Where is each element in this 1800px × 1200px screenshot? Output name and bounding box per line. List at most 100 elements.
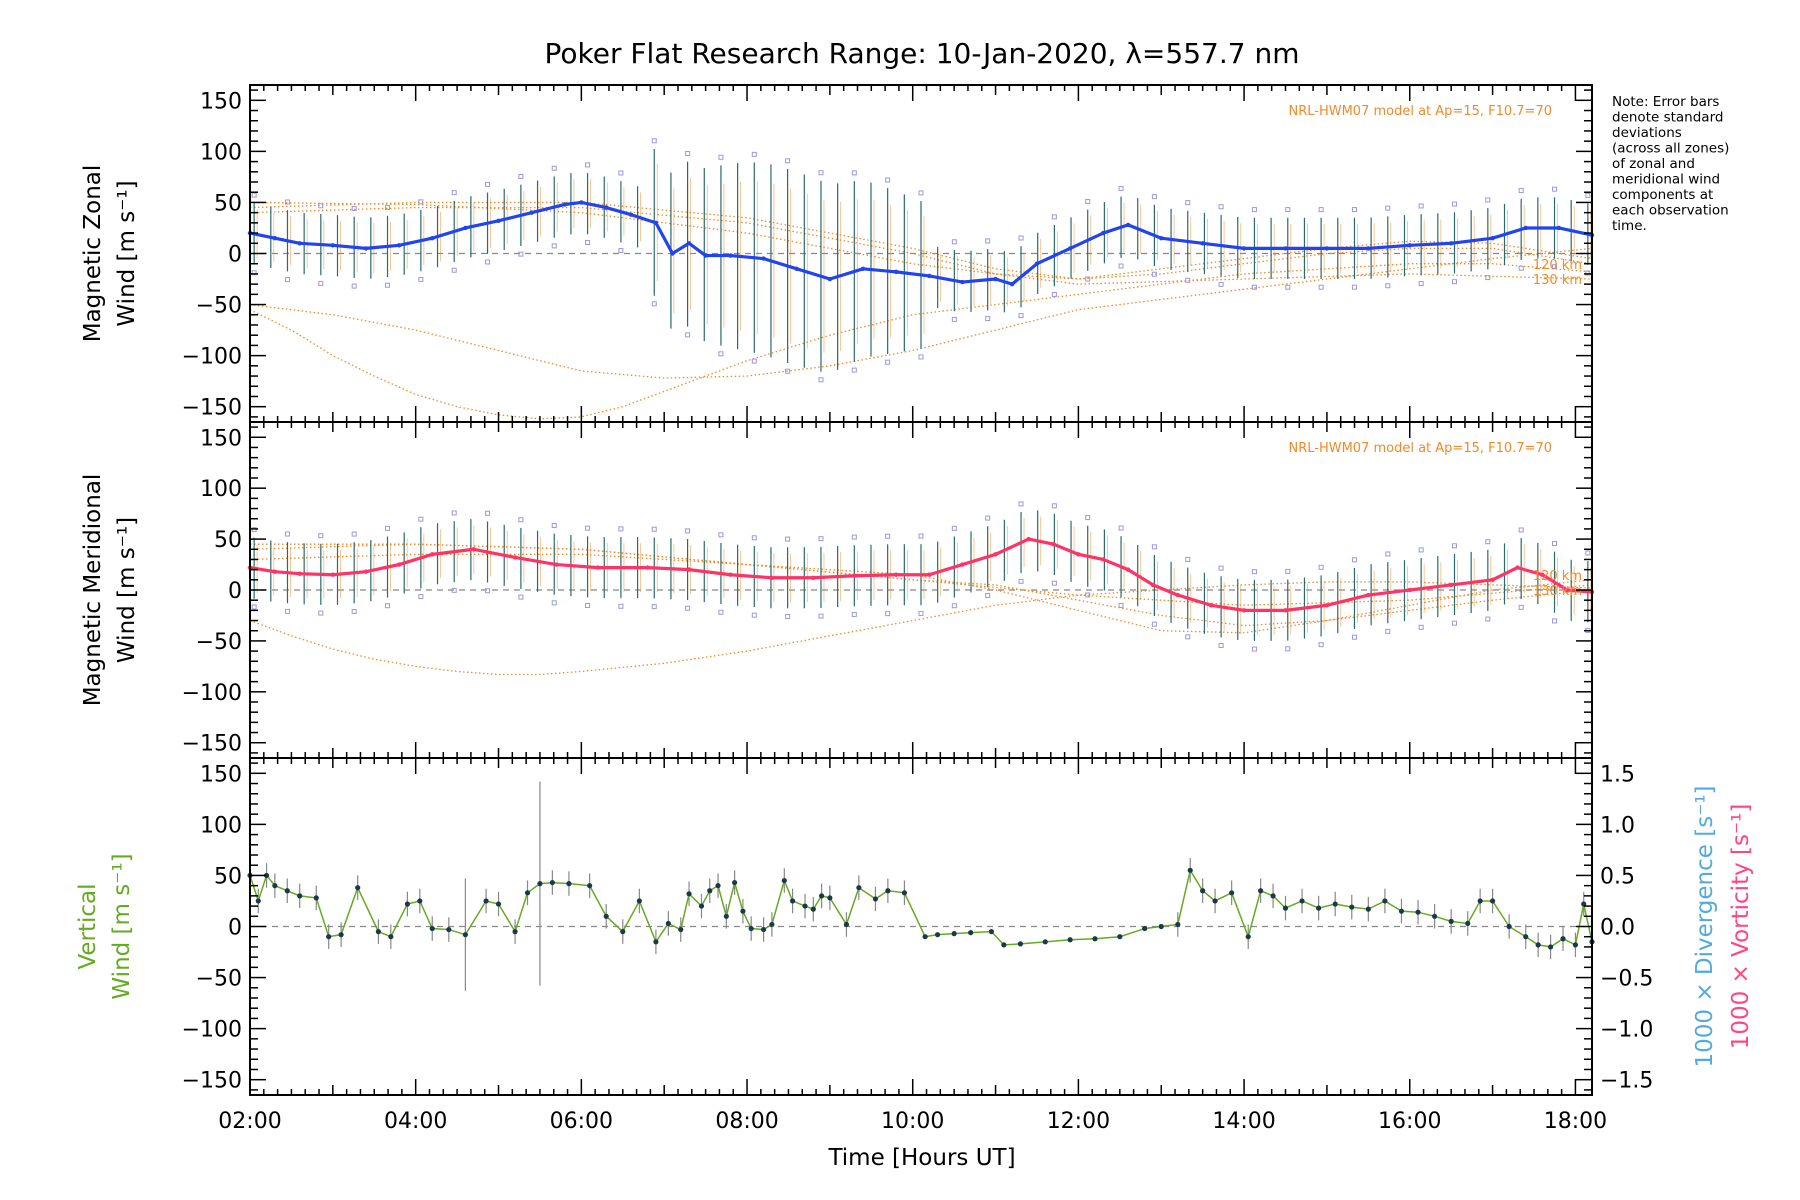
zone-marker	[751, 535, 757, 541]
zone-marker	[1218, 565, 1224, 571]
zone-marker	[1185, 277, 1191, 283]
data-point	[1366, 592, 1371, 598]
data-point	[1200, 888, 1206, 894]
zone-marker	[785, 613, 791, 619]
y-axis-units: Wind [m s⁻¹]	[114, 180, 140, 326]
data-point	[1034, 261, 1040, 266]
y-tick-label: −150	[182, 396, 242, 421]
data-point	[1142, 925, 1148, 932]
zone-marker	[385, 603, 391, 609]
data-point	[1001, 942, 1007, 948]
zone-marker	[551, 243, 557, 249]
y-tick-label: −100	[182, 681, 242, 706]
data-point	[1241, 246, 1247, 251]
data-point	[284, 888, 290, 894]
zone-marker	[418, 516, 424, 522]
note-line: components at	[1612, 187, 1713, 203]
data-point	[1465, 920, 1471, 927]
data-point	[1208, 603, 1214, 608]
y-tick-label: −150	[182, 732, 242, 757]
zone-marker	[918, 190, 924, 196]
y-tick-label: −150	[182, 1069, 242, 1094]
data-point	[417, 898, 423, 904]
zone-marker	[1485, 616, 1491, 622]
zone-marker	[1585, 270, 1591, 276]
zone-marker	[1418, 547, 1424, 553]
zone-marker	[1385, 283, 1391, 289]
zone-marker	[451, 267, 457, 273]
zone-marker	[818, 536, 824, 542]
zone-marker	[585, 603, 591, 609]
data-point	[927, 273, 932, 279]
data-point	[843, 921, 850, 928]
data-point	[430, 552, 435, 557]
data-point	[707, 888, 713, 894]
data-point	[330, 572, 336, 577]
zone-marker	[385, 282, 391, 288]
y-tick-label: 50	[214, 864, 242, 889]
zone-marker	[1385, 551, 1391, 557]
data-point	[388, 934, 394, 940]
data-point	[1283, 246, 1288, 251]
zonal-series-line	[249, 200, 1593, 286]
zone-marker	[284, 277, 290, 283]
data-point	[1212, 898, 1218, 904]
data-point	[620, 929, 626, 935]
data-point	[363, 569, 369, 574]
y2-tick-label: −1.5	[1600, 1069, 1653, 1094]
data-point	[1489, 898, 1496, 904]
data-point	[1506, 923, 1512, 930]
data-point	[818, 893, 825, 899]
vertical-panel: 150 100 50 0 −50 −100 −150 Vertical Wind [m s⁻¹]	[75, 757, 1595, 1096]
data-point	[1332, 901, 1338, 907]
data-point	[330, 243, 336, 248]
zone-marker	[1085, 515, 1091, 521]
data-point	[297, 571, 302, 576]
data-point	[1490, 235, 1495, 241]
data-point	[968, 930, 974, 936]
data-point	[827, 276, 833, 282]
data-point	[1051, 541, 1056, 547]
y2-tick-label: 0.5	[1600, 864, 1635, 889]
data-point	[1282, 905, 1289, 911]
zone-marker	[518, 174, 524, 180]
data-point	[429, 925, 435, 932]
zone-marker	[685, 151, 691, 157]
zone-marker	[718, 609, 724, 615]
data-point	[1365, 906, 1371, 912]
zone-marker	[1151, 194, 1157, 200]
note-line: denote standard	[1612, 110, 1723, 126]
data-point	[1324, 246, 1330, 251]
data-point	[769, 575, 775, 580]
x-tick-label: 18:00	[1544, 1109, 1607, 1134]
y-tick-label: 100	[200, 813, 242, 838]
data-point	[789, 898, 796, 904]
y-tick-label: 50	[214, 528, 242, 553]
zone-marker	[718, 154, 724, 160]
zone-marker	[485, 259, 491, 265]
zone-marker	[851, 534, 857, 540]
data-point	[951, 931, 957, 937]
zone-marker	[1018, 235, 1024, 241]
data-point	[665, 920, 671, 927]
data-point	[495, 901, 502, 907]
data-point	[512, 555, 518, 560]
zone-marker	[951, 239, 957, 245]
data-point	[566, 881, 572, 887]
data-point	[1515, 565, 1520, 570]
data-point	[893, 572, 899, 577]
zone-marker	[418, 594, 424, 600]
zone-marker	[585, 525, 591, 531]
data-point	[960, 562, 965, 567]
zone-marker	[1018, 313, 1024, 319]
x-tick-label: 02:00	[218, 1109, 281, 1134]
zone-marker	[418, 199, 424, 205]
zone-marker	[518, 517, 524, 523]
zone-marker	[618, 603, 624, 609]
data-point	[1125, 222, 1131, 228]
note-line: deviations	[1612, 125, 1682, 141]
data-point	[988, 929, 995, 935]
data-point	[636, 898, 642, 904]
data-point	[483, 898, 489, 904]
